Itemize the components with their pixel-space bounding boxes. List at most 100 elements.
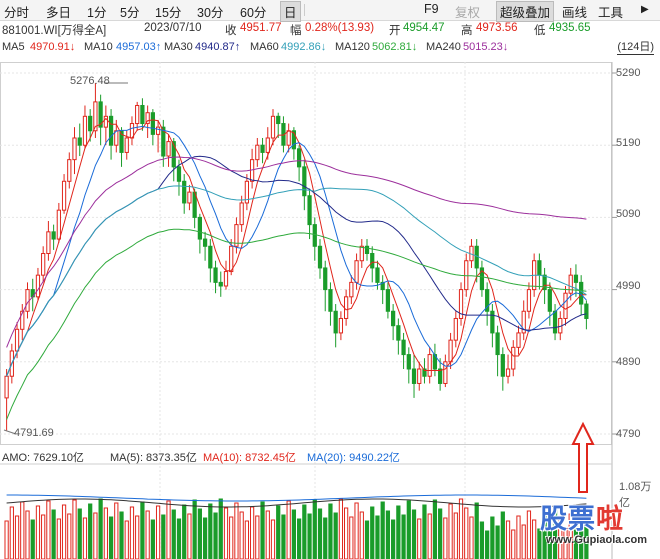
draw-line-button[interactable]: 画线 [562,6,588,20]
candle-body [171,141,176,168]
volume-bar [333,512,338,559]
amo-legend-bar: AMO: 7629.10亿 MA(5): 8373.35亿 MA(10): 87… [0,449,660,464]
candle-body [150,112,155,135]
candle-body [411,368,417,384]
days-selector[interactable]: (124日) [617,41,654,55]
candle-body [568,274,573,294]
candle-body [458,289,464,319]
period-tab-15min[interactable]: 15分 [155,6,182,20]
volume-bar [552,509,558,559]
more-arrow-icon[interactable]: ▶ [641,4,649,15]
ma30-value: 4940.87↑ [195,41,241,53]
candle-body [563,292,568,319]
candle-body [344,296,349,319]
watermark-char: 股 [540,504,568,535]
amo-ma20: MA(20): 9490.22亿 [307,452,400,464]
watermark-char: 票 [568,504,596,535]
period-tab-multiday[interactable]: 多日 [46,6,72,20]
candle-body [286,130,291,146]
candle-body [380,281,385,291]
candle-body [448,339,453,363]
volume-bar [354,502,359,559]
candle-body [542,274,547,291]
candle-body [67,159,72,182]
ma60-line [6,185,587,377]
candle-body [422,368,427,377]
candle-body [202,238,208,247]
candle-body [161,126,166,157]
ma5-line [6,117,587,377]
period-toolbar: 分时 多日 1分 5分 15分 30分 60分 日 F9 复权 超级叠加 画线 … [0,0,660,22]
candle-body [51,231,56,240]
candle-body [401,339,406,356]
volume-bar [161,514,166,559]
amo-scale-label: 1.08万亿 [619,481,652,509]
y-tick-label: 4990 [616,280,641,292]
candle-body [391,310,396,327]
adjust-button[interactable]: 复权 [455,6,481,20]
volume-bar [385,510,391,559]
volume-bar [129,506,135,559]
volume-bar [35,505,41,559]
volume-bar [88,503,93,559]
volume-bar [260,501,265,559]
volume-bar [328,503,333,559]
y-tick-label: 4890 [616,356,641,368]
volume-bar [98,498,103,559]
candle-body [354,260,359,283]
volume-bar [490,516,495,559]
volume-bar [448,503,453,559]
volume-ma-line [6,494,587,502]
candle-body [579,281,584,305]
volume-bar [77,508,82,559]
period-tab-60min[interactable]: 60分 [240,6,267,20]
volume-bar [202,517,208,559]
ma240-label: MA240 [426,41,461,53]
volume-bar [270,519,276,559]
volume-bar [532,519,537,559]
volume-bar [155,505,161,559]
volume-bar [265,510,270,559]
volume-bar [375,515,380,559]
ma5-label: MA5 [2,41,25,53]
candle-body [166,141,171,157]
candle-body [547,289,552,312]
low-price-annotation: 4791.69 [14,427,54,439]
volume-bar [14,515,20,559]
f9-button[interactable]: F9 [424,2,439,16]
tools-button[interactable]: 工具 [598,6,624,20]
volume-bar [500,511,505,559]
period-tab-30min[interactable]: 30分 [197,6,224,20]
period-tab-intraday[interactable]: 分时 [4,6,30,20]
volume-bar [223,507,229,559]
volume-bar [124,520,129,559]
volume-bar [511,529,516,559]
volume-bar [453,512,458,559]
volume-bar [485,530,490,559]
ma5-value: 4970.91↓ [30,41,76,53]
candle-body [333,310,338,334]
super-overlay-button[interactable]: 超级叠加 [496,1,555,22]
candle-body [370,253,375,269]
volume-bar [135,515,140,559]
volume-bar [323,517,328,559]
candle-body [500,354,505,377]
volume-bar [25,510,30,559]
close-value: 4951.77 [240,22,282,34]
candle-body [93,101,98,132]
period-tab-daily[interactable]: 日 [280,1,301,22]
candle-body [349,281,354,298]
open-label: 开 [389,25,401,37]
volume-bar [114,502,119,559]
candle-body [490,310,495,334]
ma60-value: 4992.86↓ [281,41,327,53]
volume-bar [568,513,573,559]
ma240-line [6,156,587,348]
candle-body [312,224,317,247]
candle-body [213,267,218,283]
ma10-label: MA10 [84,41,113,53]
period-tab-1min[interactable]: 1分 [87,6,107,20]
period-tab-5min[interactable]: 5分 [120,6,140,20]
volume-bar [422,504,427,559]
